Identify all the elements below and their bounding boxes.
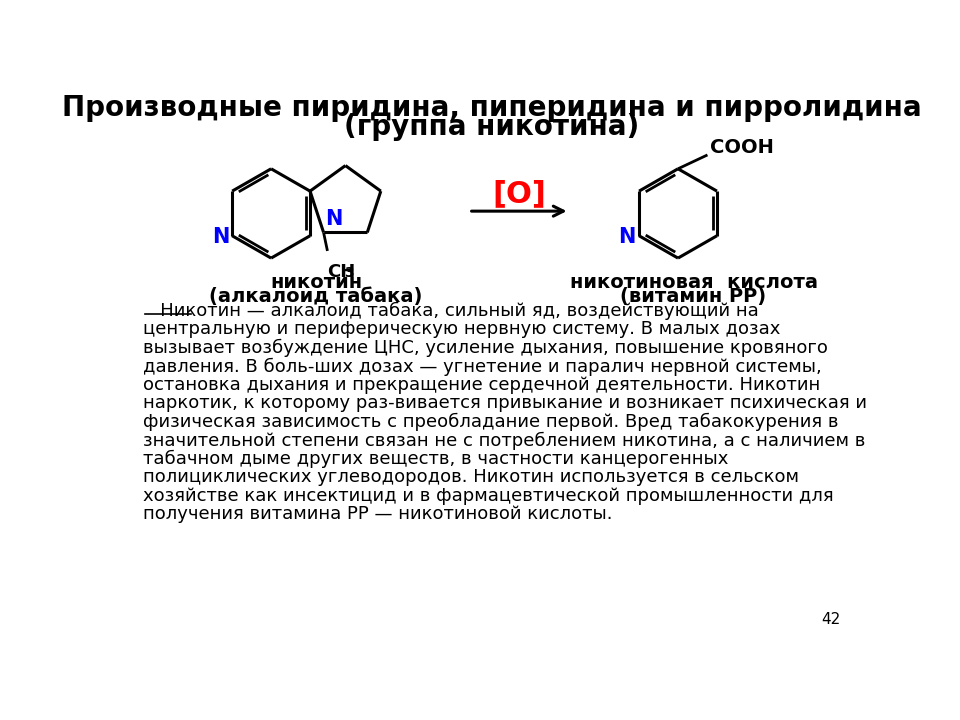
Text: вызывает возбуждение ЦНС, усиление дыхания, повышение кровяного: вызывает возбуждение ЦНС, усиление дыхан… xyxy=(143,339,828,357)
Text: хозяйстве как инсектицид и в фармацевтической промышленности для: хозяйстве как инсектицид и в фармацевтич… xyxy=(143,487,834,505)
Text: [О]: [О] xyxy=(492,180,546,209)
Text: (группа никотина): (группа никотина) xyxy=(345,112,639,140)
Text: получения витамина РР — никотиновой кислоты.: получения витамина РР — никотиновой кисл… xyxy=(143,505,612,523)
Text: (витамин РР): (витамин РР) xyxy=(620,287,767,305)
Text: физическая зависимость с преобладание первой. Вред табакокурения в: физическая зависимость с преобладание пе… xyxy=(143,413,839,431)
Text: полициклических углеводородов. Никотин используется в сельском: полициклических углеводородов. Никотин и… xyxy=(143,468,800,486)
Text: значительной степени связан не с потреблением никотина, а с наличием в: значительной степени связан не с потребл… xyxy=(143,431,866,449)
Text: N: N xyxy=(212,228,229,247)
Text: наркотик, к которому раз­вивается привыкание и возникает психическая и: наркотик, к которому раз­вивается привык… xyxy=(143,395,867,413)
Text: N: N xyxy=(325,210,343,230)
Text: центральную и периферическую нервную систему. В малых дозах: центральную и периферическую нервную сис… xyxy=(143,320,780,338)
Text: остановка дыхания и прекращение сердечной деятельности. Никотин: остановка дыхания и прекращение сердечно… xyxy=(143,376,821,394)
Text: COOH: COOH xyxy=(709,138,774,157)
Text: Никотин — алкалоид табака, сильный яд, воздействующий на: Никотин — алкалоид табака, сильный яд, в… xyxy=(143,302,759,320)
Text: (алкалоид табака): (алкалоид табака) xyxy=(209,287,422,305)
Text: 3: 3 xyxy=(345,266,354,280)
Text: CH: CH xyxy=(327,264,356,282)
Text: никотин: никотин xyxy=(270,273,362,292)
Text: табачном дыме других веществ, в частности канцерогенных: табачном дыме других веществ, в частност… xyxy=(143,450,729,468)
Text: никотиновая  кислота: никотиновая кислота xyxy=(569,273,818,292)
Text: давления. В боль­ших дозах — угнетение и паралич нервной системы,: давления. В боль­ших дозах — угнетение и… xyxy=(143,357,822,376)
Text: 42: 42 xyxy=(822,612,841,627)
Text: N: N xyxy=(618,228,636,247)
Text: Производные пиридина, пиперидина и пирролидина: Производные пиридина, пиперидина и пирро… xyxy=(62,94,922,122)
